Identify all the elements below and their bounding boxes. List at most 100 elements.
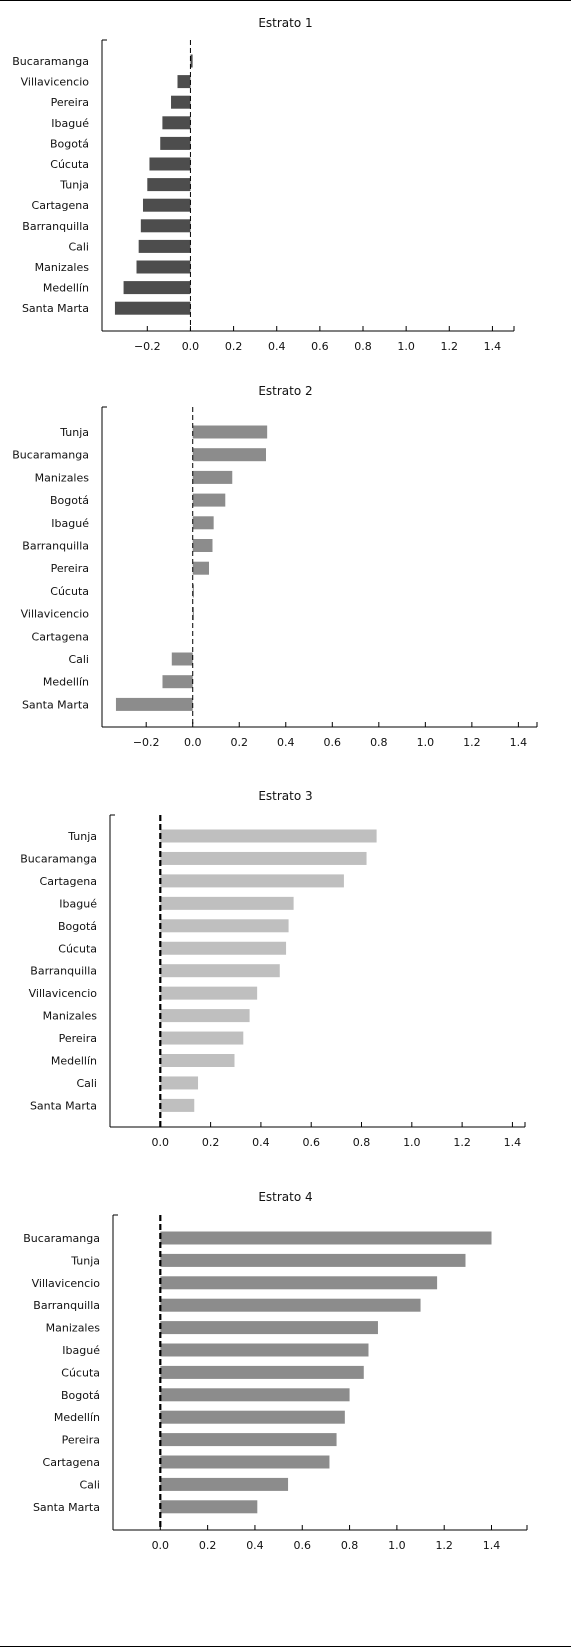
bar bbox=[192, 470, 233, 484]
category-label: Cali bbox=[79, 1478, 100, 1491]
bar bbox=[115, 697, 193, 711]
x-tick-label: 0.4 bbox=[277, 736, 295, 749]
category-label: Manizales bbox=[35, 471, 90, 484]
category-label: Ibagué bbox=[62, 1344, 100, 1357]
category-label: Barranquilla bbox=[30, 965, 97, 978]
category-label: Medellín bbox=[51, 1055, 97, 1068]
category-label: Bogotá bbox=[58, 920, 97, 933]
x-tick-label: 1.2 bbox=[453, 1136, 471, 1149]
bar bbox=[162, 675, 193, 689]
category-label: Medellín bbox=[43, 676, 89, 689]
bar bbox=[147, 178, 191, 192]
chart-title: Estrato 1 bbox=[258, 16, 313, 30]
category-label: Bogotá bbox=[61, 1389, 100, 1402]
category-label: Pereira bbox=[51, 562, 89, 575]
bar bbox=[192, 539, 213, 552]
bar bbox=[160, 1321, 378, 1335]
x-tick-label: 0.8 bbox=[370, 736, 388, 749]
bar bbox=[160, 1231, 492, 1245]
x-tick-label: 0.0 bbox=[182, 340, 200, 353]
bar bbox=[160, 1098, 195, 1112]
x-tick-label: 1.0 bbox=[388, 1539, 406, 1552]
category-label: Tunja bbox=[59, 179, 89, 192]
x-tick-label: 0.4 bbox=[252, 1136, 270, 1149]
x-tick-label: 1.2 bbox=[441, 340, 459, 353]
x-tick-label: 1.2 bbox=[463, 736, 481, 749]
bar bbox=[160, 1009, 250, 1023]
bar bbox=[160, 1253, 466, 1267]
bar bbox=[140, 219, 191, 233]
chart-title: Estrato 2 bbox=[258, 384, 313, 398]
bar bbox=[192, 561, 210, 575]
x-tick-label: 0.4 bbox=[268, 340, 286, 353]
chart-panel-estrato-2: Estrato 2 −0.2 0.0 0.2 0.4 0.6 0.8 1.0 1.2 1.4 Tu… bbox=[0, 0, 571, 760]
x-tick-label: 0.6 bbox=[324, 736, 342, 749]
bar bbox=[160, 1410, 345, 1424]
category-label: Medellín bbox=[54, 1411, 100, 1424]
category-label: Bucaramanga bbox=[23, 1232, 100, 1245]
bar bbox=[177, 75, 191, 89]
bar bbox=[160, 919, 289, 933]
category-label: Medellín bbox=[43, 282, 89, 295]
x-tick-label: 1.4 bbox=[483, 1539, 501, 1552]
bar bbox=[192, 425, 268, 439]
category-label: Cúcuta bbox=[50, 585, 89, 598]
x-tick-label: 1.2 bbox=[435, 1539, 453, 1552]
x-tick-label: 0.8 bbox=[341, 1539, 359, 1552]
x-tick-label: 0.6 bbox=[311, 340, 329, 353]
bar bbox=[192, 493, 226, 507]
x-tick-label: 0.8 bbox=[353, 1136, 371, 1149]
bar bbox=[190, 54, 193, 68]
x-tick-label: 0.6 bbox=[294, 1539, 312, 1552]
category-label: Barranquilla bbox=[22, 220, 89, 233]
category-label: Santa Marta bbox=[30, 1099, 97, 1112]
category-label: Bogotá bbox=[50, 494, 89, 507]
bar bbox=[192, 448, 266, 462]
chart-title: Estrato 4 bbox=[258, 1190, 313, 1204]
category-label: Manizales bbox=[35, 261, 90, 274]
category-label: Cúcuta bbox=[50, 158, 89, 171]
chart-svg-estrato-1: −0.2 0.0 0.2 0.4 0.6 0.8 1.0 1.2 1.4 Bucaramanga V… bbox=[12, 39, 515, 353]
category-label: Santa Marta bbox=[33, 1501, 100, 1514]
category-label: Bucaramanga bbox=[12, 449, 89, 462]
bar bbox=[160, 896, 294, 910]
x-tick-label: 1.0 bbox=[403, 1136, 421, 1149]
category-label: Ibagué bbox=[51, 117, 89, 130]
bar bbox=[114, 301, 191, 315]
category-label: Santa Marta bbox=[22, 302, 89, 315]
category-label: Cartagena bbox=[40, 875, 97, 888]
category-label: Cartagena bbox=[43, 1456, 100, 1469]
bar bbox=[142, 198, 191, 212]
category-label: Tunja bbox=[67, 830, 97, 843]
category-label: Barranquilla bbox=[33, 1299, 100, 1312]
bar bbox=[136, 260, 191, 274]
x-tick-label: 1.0 bbox=[417, 736, 435, 749]
bar bbox=[160, 1343, 369, 1357]
x-tick-label: −0.2 bbox=[133, 736, 160, 749]
category-label: Santa Marta bbox=[22, 698, 89, 711]
x-tick-label: 0.0 bbox=[184, 736, 202, 749]
category-label: Tunja bbox=[70, 1254, 100, 1267]
x-tick-label: 0.2 bbox=[225, 340, 243, 353]
category-label: Cartagena bbox=[32, 630, 89, 643]
bar bbox=[138, 239, 191, 253]
x-tick-label: 0.8 bbox=[354, 340, 372, 353]
bar bbox=[192, 584, 194, 598]
bar bbox=[149, 157, 191, 171]
bar bbox=[160, 1076, 199, 1090]
x-tick-label: 0.2 bbox=[202, 1136, 220, 1149]
category-label: Barranquilla bbox=[22, 540, 89, 553]
bar bbox=[160, 1477, 289, 1491]
bar bbox=[160, 1276, 438, 1290]
category-label: Manizales bbox=[46, 1322, 101, 1335]
x-tick-label: 0.0 bbox=[152, 1539, 170, 1552]
category-label: Cali bbox=[68, 653, 89, 666]
bar bbox=[160, 136, 191, 150]
category-label: Pereira bbox=[59, 1032, 97, 1045]
bar bbox=[160, 1500, 258, 1514]
category-label: Pereira bbox=[62, 1434, 100, 1447]
x-tick-label: 0.4 bbox=[246, 1539, 264, 1552]
category-label: Cartagena bbox=[32, 199, 89, 212]
